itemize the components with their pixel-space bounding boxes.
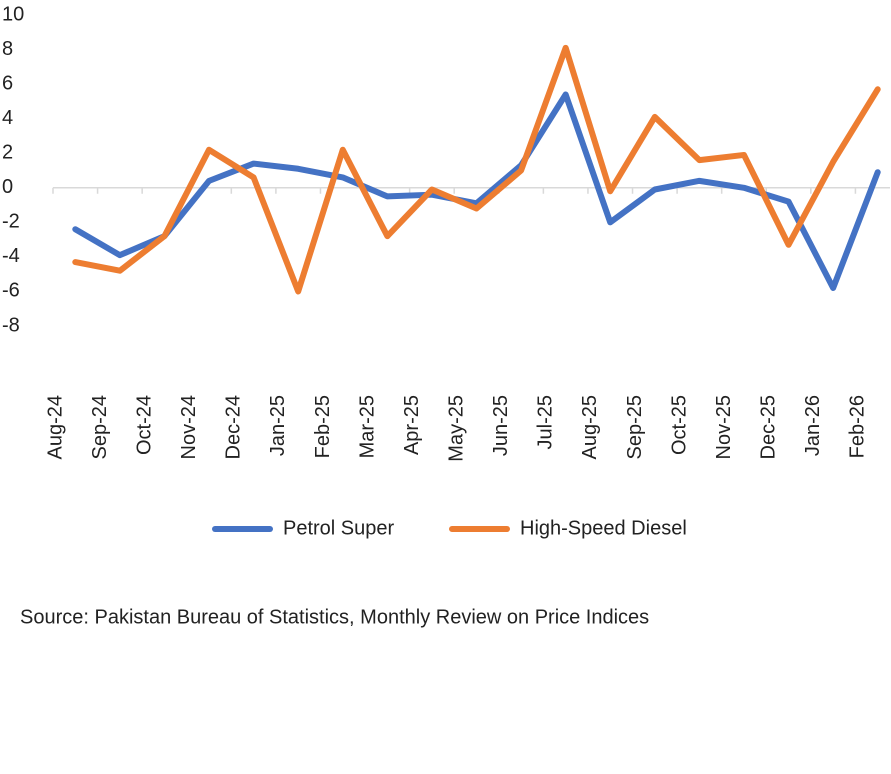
x-tick-label: Nov-25 xyxy=(713,395,735,459)
y-tick-label: 8 xyxy=(2,38,13,60)
y-tick-label: 0 xyxy=(2,176,13,198)
y-tick-label: -4 xyxy=(2,245,20,267)
x-tick-label: May-25 xyxy=(445,395,467,462)
x-tick-label: Apr-25 xyxy=(401,395,423,455)
x-tick-label: Feb-25 xyxy=(312,395,334,458)
series-line xyxy=(72,91,881,291)
y-tick-label: -2 xyxy=(2,211,20,233)
x-tick-label: Dec-25 xyxy=(758,395,780,459)
x-tick-label: Sep-24 xyxy=(89,395,111,460)
legend-label: Petrol Super xyxy=(283,517,395,539)
series-line xyxy=(72,44,881,295)
y-tick-label: -8 xyxy=(2,314,20,336)
x-tick-label: Aug-25 xyxy=(579,395,601,460)
y-tick-label: 6 xyxy=(2,72,13,94)
x-tick-label: Aug-24 xyxy=(44,395,66,460)
x-tick-label: Nov-24 xyxy=(178,395,200,459)
y-tick-label: 4 xyxy=(2,107,13,129)
x-tick-label: Jul-25 xyxy=(535,395,557,449)
x-tick-label: Oct-25 xyxy=(668,395,690,455)
x-tick-label: Sep-25 xyxy=(624,395,646,460)
y-tick-label: 10 xyxy=(2,3,24,25)
y-tick-label: -6 xyxy=(2,280,20,302)
x-tick-label: Mar-25 xyxy=(356,395,378,458)
source-note: Source: Pakistan Bureau of Statistics, M… xyxy=(20,606,649,628)
y-tick-label: 2 xyxy=(2,142,13,164)
x-tick-label: Jun-25 xyxy=(490,395,512,456)
legend-label: High-Speed Diesel xyxy=(520,517,687,539)
x-tick-label: Dec-24 xyxy=(223,395,245,459)
x-tick-label: Feb-26 xyxy=(847,395,869,458)
x-tick-label: Jan-26 xyxy=(802,395,824,456)
x-tick-label: Oct-24 xyxy=(133,395,155,455)
x-tick-label: Jan-25 xyxy=(267,395,289,456)
